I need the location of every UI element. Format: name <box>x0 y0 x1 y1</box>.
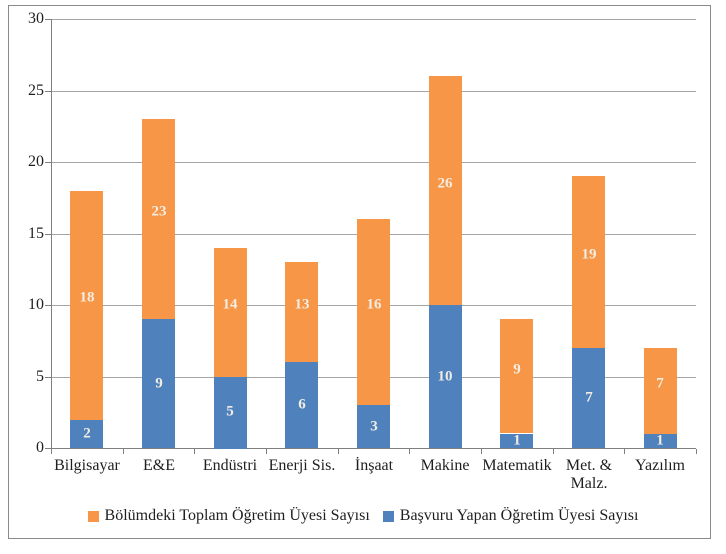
legend-swatch-orange-icon <box>87 510 99 522</box>
bar-segment-total-2 <box>214 248 247 377</box>
x-axis-category-label-2: Endüstri <box>202 457 258 474</box>
bar-label-applicants-0: 2 <box>83 425 91 442</box>
bar-label-total-8: 7 <box>656 375 664 392</box>
y-axis-tick-30 <box>45 19 51 20</box>
y-axis-tick-20 <box>45 162 51 163</box>
x-axis-category-label-6: Matematik <box>482 457 552 474</box>
legend-item-total: Bölümdeki Toplam Öğretim Üyesi Sayısı <box>87 507 370 525</box>
bar-label-total-2: 14 <box>222 296 238 313</box>
y-axis-tick-25 <box>45 91 51 92</box>
bar-segment-applicants-7 <box>572 348 605 448</box>
y-axis-tick-label-0: 0 <box>36 439 44 456</box>
bar-segment-total-6 <box>500 319 533 433</box>
y-axis-tick-label-10: 10 <box>28 296 44 313</box>
bar-segment-total-8 <box>644 348 677 434</box>
bar-segment-total-4 <box>357 219 390 405</box>
x-axis-tick-2 <box>194 449 195 454</box>
gridline-20 <box>51 162 696 163</box>
bar-label-total-3: 13 <box>294 296 310 313</box>
bar-label-applicants-3: 6 <box>298 396 306 413</box>
x-axis-category-label-7: Met. & Malz. <box>565 457 613 492</box>
x-axis-line <box>51 448 696 449</box>
x-axis-tick-9 <box>696 449 697 454</box>
x-axis-tick-7 <box>553 449 554 454</box>
x-axis-category-label-0: Bilgisayar <box>54 457 120 474</box>
bar-label-total-6: 9 <box>513 361 521 378</box>
legend-label-applicants: Başvuru Yapan Öğretim Üyesi Sayısı <box>399 507 639 524</box>
bar-segment-applicants-2 <box>214 377 247 449</box>
bar-segment-applicants-6 <box>500 434 533 448</box>
bar-label-applicants-6: 1 <box>513 432 521 449</box>
bar-segment-total-7 <box>572 176 605 348</box>
x-axis-category-label-1: E&E <box>143 457 175 474</box>
x-axis-tick-4 <box>338 449 339 454</box>
bar-segment-applicants-8 <box>644 434 677 448</box>
bar-label-applicants-7: 7 <box>585 389 593 406</box>
legend: Bölümdeki Toplam Öğretim Üyesi Sayısı Ba… <box>0 507 726 525</box>
y-axis-tick-label-30: 30 <box>28 10 44 27</box>
bar-label-applicants-1: 9 <box>155 375 163 392</box>
gridline-30 <box>51 19 696 20</box>
x-axis-tick-1 <box>123 449 124 454</box>
y-axis-line <box>51 19 52 448</box>
x-axis-tick-0 <box>51 449 52 454</box>
bar-segment-total-5 <box>429 76 462 305</box>
legend-label-total: Bölümdeki Toplam Öğretim Üyesi Sayısı <box>104 507 370 524</box>
bar-label-total-1: 23 <box>151 203 167 220</box>
bar-label-total-4: 16 <box>366 296 382 313</box>
y-axis-tick-5 <box>45 377 51 378</box>
y-axis-tick-15 <box>45 234 51 235</box>
y-axis-tick-label-25: 25 <box>28 82 44 99</box>
bar-label-total-0: 18 <box>79 289 95 306</box>
bar-label-total-7: 19 <box>581 246 597 263</box>
bar-label-applicants-8: 1 <box>656 432 664 449</box>
bar-label-total-5: 26 <box>437 175 453 192</box>
bar-segment-applicants-4 <box>357 405 390 448</box>
bar-segment-total-0 <box>70 191 103 420</box>
bar-segment-applicants-0 <box>70 419 103 448</box>
x-axis-category-label-4: İnşaat <box>354 457 394 474</box>
y-axis-tick-10 <box>45 305 51 306</box>
x-axis-category-label-5: Makine <box>420 457 470 474</box>
legend-swatch-blue-icon <box>382 510 394 522</box>
legend-item-applicants: Başvuru Yapan Öğretim Üyesi Sayısı <box>382 507 639 525</box>
y-axis-tick-0 <box>45 448 51 449</box>
bar-segment-applicants-3 <box>285 362 318 448</box>
y-axis-tick-label-20: 20 <box>28 153 44 170</box>
y-axis-tick-label-15: 15 <box>28 225 44 242</box>
bar-segment-applicants-1 <box>142 319 175 448</box>
x-axis-category-label-3: Enerji Sis. <box>268 457 336 474</box>
bar-segment-total-3 <box>285 262 318 362</box>
x-axis-category-label-8: Yazılım <box>635 457 685 474</box>
bar-label-applicants-2: 5 <box>226 403 234 420</box>
y-axis-tick-label-5: 5 <box>36 368 44 385</box>
x-axis-tick-3 <box>266 449 267 454</box>
bar-segment-total-1 <box>142 119 175 319</box>
x-axis-tick-6 <box>481 449 482 454</box>
x-axis-tick-5 <box>409 449 410 454</box>
bar-label-applicants-4: 3 <box>370 418 378 435</box>
x-axis-tick-8 <box>624 449 625 454</box>
gridline-25 <box>51 91 696 92</box>
bar-segment-applicants-5 <box>429 305 462 448</box>
bar-label-applicants-5: 10 <box>437 368 453 385</box>
